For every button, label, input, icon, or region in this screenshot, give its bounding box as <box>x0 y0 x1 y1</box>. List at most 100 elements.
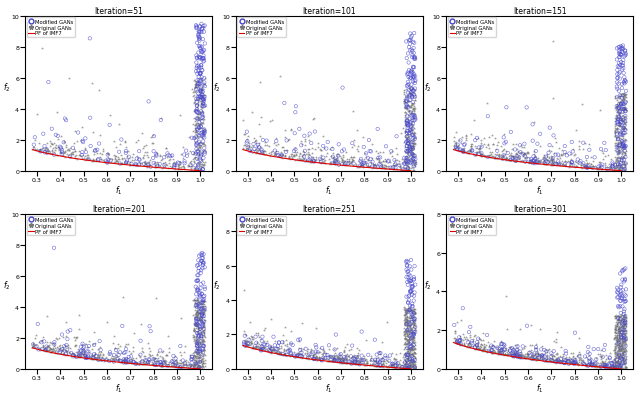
Point <box>129 360 140 367</box>
Point <box>199 96 209 103</box>
Point <box>406 363 417 369</box>
Point <box>141 162 151 169</box>
Point <box>190 79 200 85</box>
Point <box>543 150 554 157</box>
Point <box>70 149 81 155</box>
Point <box>619 330 629 336</box>
Point <box>266 117 276 124</box>
Point <box>192 322 202 328</box>
Point <box>407 342 417 348</box>
Point <box>113 356 123 363</box>
Point <box>405 92 415 98</box>
Point <box>192 310 202 316</box>
Point <box>501 293 511 300</box>
Point <box>476 346 486 353</box>
Point <box>198 56 209 63</box>
Point <box>182 153 192 160</box>
Point <box>144 351 154 358</box>
Point <box>197 136 207 142</box>
Point <box>108 356 118 362</box>
Point <box>515 150 525 156</box>
Point <box>531 355 541 362</box>
Point <box>347 342 357 349</box>
Point <box>193 314 204 320</box>
Point <box>573 361 583 368</box>
Point <box>616 334 627 340</box>
Point <box>406 325 416 332</box>
Point <box>613 339 623 346</box>
Point <box>459 340 469 347</box>
Point <box>405 344 415 350</box>
Point <box>363 164 373 170</box>
Point <box>54 146 64 152</box>
Point <box>389 355 399 362</box>
Point <box>125 160 136 166</box>
Point <box>620 338 630 344</box>
Point <box>339 160 349 166</box>
Point <box>193 360 203 366</box>
Point <box>259 342 269 348</box>
Point <box>198 364 209 371</box>
Point <box>618 107 628 113</box>
Point <box>611 109 621 115</box>
Point <box>257 148 267 154</box>
Point <box>619 361 629 367</box>
Point <box>176 352 186 358</box>
Point <box>355 358 365 365</box>
Point <box>613 360 623 367</box>
Point <box>33 346 44 353</box>
Point <box>191 353 202 360</box>
Point <box>355 355 365 361</box>
Point <box>280 134 290 141</box>
Point <box>609 133 620 139</box>
Point <box>494 350 504 357</box>
Point <box>404 333 415 340</box>
Point <box>402 97 412 103</box>
Point <box>597 362 607 369</box>
Point <box>159 360 170 367</box>
Point <box>196 324 207 331</box>
Point <box>310 342 321 348</box>
Point <box>274 345 284 351</box>
Point <box>403 80 413 86</box>
Point <box>142 164 152 170</box>
Point <box>595 166 605 173</box>
Point <box>400 307 410 313</box>
Point <box>98 146 108 152</box>
Point <box>395 163 405 170</box>
Point <box>122 360 132 366</box>
Point <box>200 307 210 313</box>
Point <box>158 356 168 363</box>
Point <box>613 316 623 322</box>
Point <box>621 293 631 299</box>
Point <box>490 154 500 161</box>
Point <box>380 357 390 364</box>
Point <box>393 362 403 369</box>
Point <box>166 363 177 370</box>
Point <box>81 353 92 360</box>
Point <box>358 144 369 151</box>
Point <box>198 352 209 358</box>
Point <box>616 359 626 365</box>
Point <box>404 76 415 83</box>
Point <box>68 352 79 358</box>
Point <box>477 347 488 354</box>
Point <box>542 355 552 361</box>
Point <box>406 314 416 320</box>
Point <box>615 118 625 124</box>
Point <box>270 347 280 353</box>
Point <box>580 163 590 170</box>
Point <box>65 154 75 160</box>
Point <box>198 355 208 362</box>
Point <box>614 109 625 116</box>
Point <box>196 324 207 330</box>
Point <box>239 342 250 349</box>
Point <box>138 358 148 365</box>
Point <box>337 359 348 366</box>
Point <box>38 334 48 341</box>
Point <box>620 334 630 340</box>
Point <box>320 161 330 167</box>
Point <box>400 129 410 135</box>
Point <box>614 55 625 61</box>
Point <box>401 316 412 322</box>
